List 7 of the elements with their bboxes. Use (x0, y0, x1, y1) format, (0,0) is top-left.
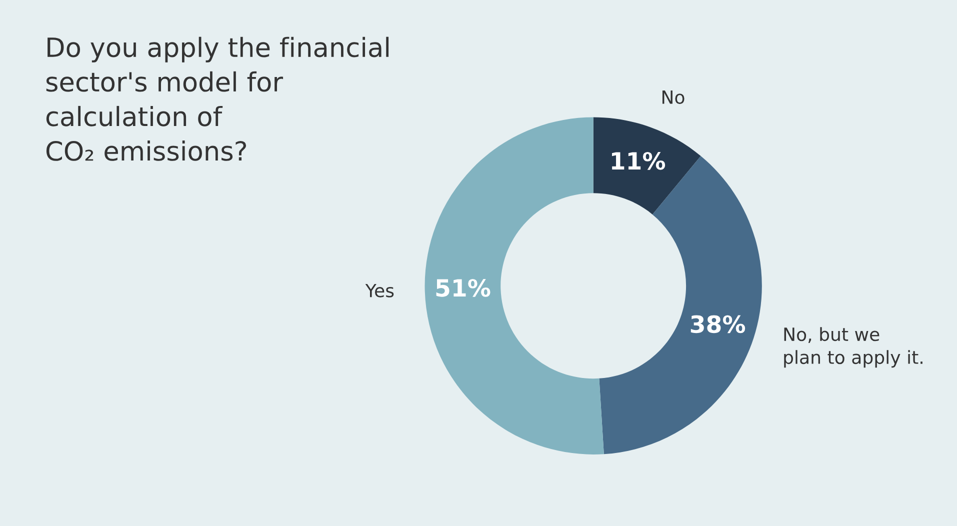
slice-label: No, but we plan to apply it. (784, 327, 922, 368)
data-label: 38% (690, 315, 746, 334)
data-label: 51% (436, 278, 490, 297)
data-label: 11% (612, 152, 666, 170)
slice-label: Yes (365, 284, 394, 298)
slice-label: No (662, 90, 684, 104)
chart-title: Do you apply the financial sector's model for calculation of CO₂ emissions? (46, 36, 389, 161)
